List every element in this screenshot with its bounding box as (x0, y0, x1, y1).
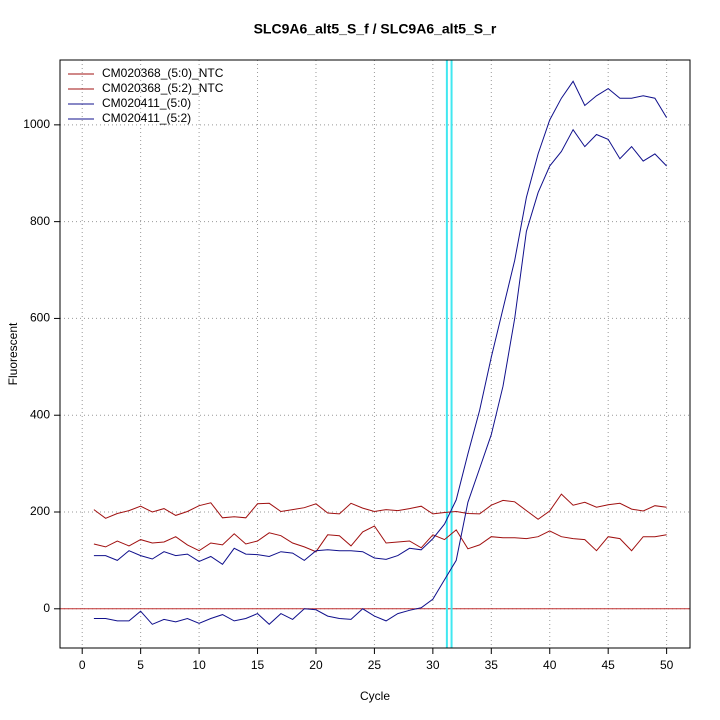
y-tick-label: 600 (30, 311, 50, 325)
legend-label: CM020411_(5:0) (102, 96, 191, 110)
y-tick-label: 200 (30, 504, 50, 518)
x-tick-label: 20 (309, 658, 323, 672)
y-tick-label: 400 (30, 407, 50, 421)
y-tick-label: 0 (43, 601, 50, 615)
legend-label: CM020368_(5:0)_NTC (102, 66, 224, 80)
y-axis-label: Fluorescent (6, 322, 20, 385)
x-tick-label: 0 (79, 658, 86, 672)
series-line (93, 493, 667, 520)
x-tick-label: 5 (137, 658, 144, 672)
series-line (93, 80, 668, 565)
series-line (93, 525, 667, 553)
legend-label: CM020411_(5:2) (102, 111, 191, 125)
x-tick-label: 50 (660, 658, 674, 672)
x-tick-label: 25 (368, 658, 382, 672)
x-tick-label: 10 (192, 658, 206, 672)
plot-frame (59, 59, 691, 649)
series-line (93, 128, 667, 625)
y-tick-label: 800 (30, 214, 50, 228)
chart-title: SLC9A6_alt5_S_f / SLC9A6_alt5_S_r (254, 21, 497, 37)
x-axis-label: Cycle (360, 689, 390, 703)
x-tick-label: 45 (602, 658, 616, 672)
x-tick-label: 30 (426, 658, 440, 672)
x-tick-label: 15 (251, 658, 265, 672)
x-tick-label: 40 (543, 658, 557, 672)
legend-label: CM020368_(5:2)_NTC (102, 81, 224, 95)
x-tick-label: 35 (485, 658, 499, 672)
y-tick-label: 1000 (23, 117, 50, 131)
